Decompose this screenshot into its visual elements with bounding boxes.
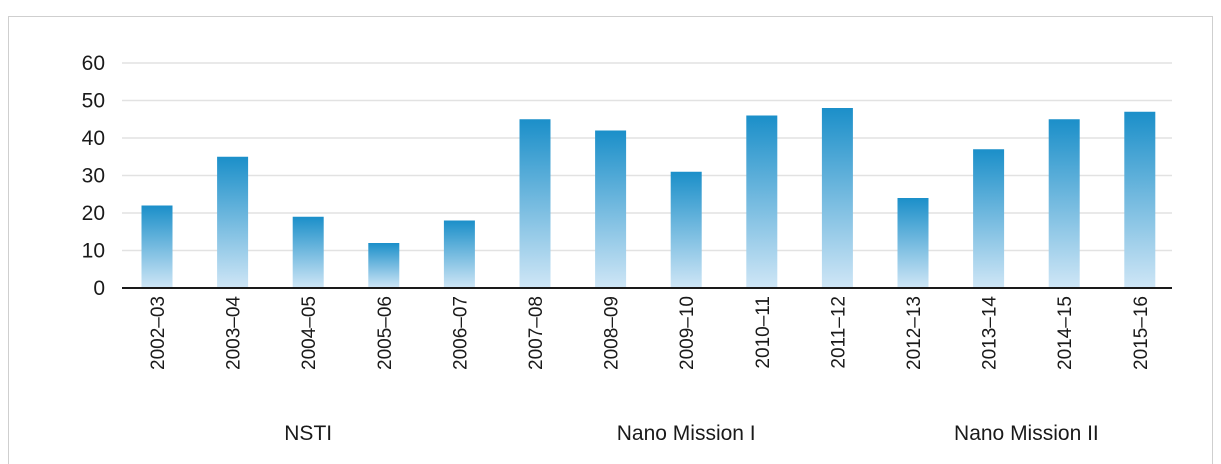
y-tick-label: 20 [82, 202, 105, 225]
x-tick-label: 2012–13 [904, 296, 925, 370]
x-tick-label: 2015–16 [1131, 296, 1152, 370]
bar [368, 243, 400, 288]
bar [973, 149, 1005, 288]
x-tick-label: 2004–05 [299, 296, 320, 370]
bar [670, 171, 702, 288]
x-tick-label: 2009–10 [677, 296, 698, 370]
x-tick-label: 2006–07 [450, 296, 471, 370]
group-label: NSTI [284, 422, 332, 445]
frame-border-right [1212, 16, 1213, 464]
group-label: Nano Mission I [617, 422, 756, 445]
y-tick-label: 40 [82, 127, 105, 150]
y-tick-label: 0 [93, 277, 105, 300]
bar [821, 108, 853, 288]
bar [1048, 119, 1080, 288]
bar [897, 198, 929, 288]
group-labels: NSTI Nano Mission I Nano Mission II [284, 422, 1098, 445]
bar [1124, 111, 1156, 288]
x-tick-label: 2003–04 [224, 296, 245, 370]
bar [141, 205, 173, 288]
frame-border-left [8, 16, 9, 464]
bar [595, 130, 627, 288]
bar [217, 156, 249, 288]
bar [746, 115, 778, 288]
bars [141, 108, 1156, 288]
bar [519, 119, 551, 288]
y-tick-label: 30 [82, 165, 105, 188]
group-label: Nano Mission II [954, 422, 1099, 445]
bar [443, 220, 475, 288]
x-tick-label: 2005–06 [375, 296, 396, 370]
y-tick-label: 50 [82, 90, 105, 113]
grid-lines [122, 62, 1172, 252]
y-tick-label: 10 [82, 240, 105, 263]
x-tick-label: 2010–11 [753, 296, 774, 369]
x-tick-label: 2007–08 [526, 296, 547, 370]
x-tick-label: 2014–15 [1055, 296, 1076, 370]
x-tick-label: 2011–12 [828, 296, 849, 369]
bar [292, 216, 324, 288]
y-tick-label: 60 [82, 52, 105, 75]
x-tick-label: 2002–03 [148, 296, 169, 370]
x-tick-label: 2008–09 [602, 296, 623, 370]
x-axis-tick-labels: 2002–03 2003–04 2004–05 2005–06 2006–07 2007–… [148, 296, 1152, 370]
frame-border-top [8, 16, 1213, 17]
x-tick-label: 2013–14 [980, 296, 1001, 370]
y-axis-tick-labels: 0 10 20 30 40 50 60 [82, 52, 105, 300]
